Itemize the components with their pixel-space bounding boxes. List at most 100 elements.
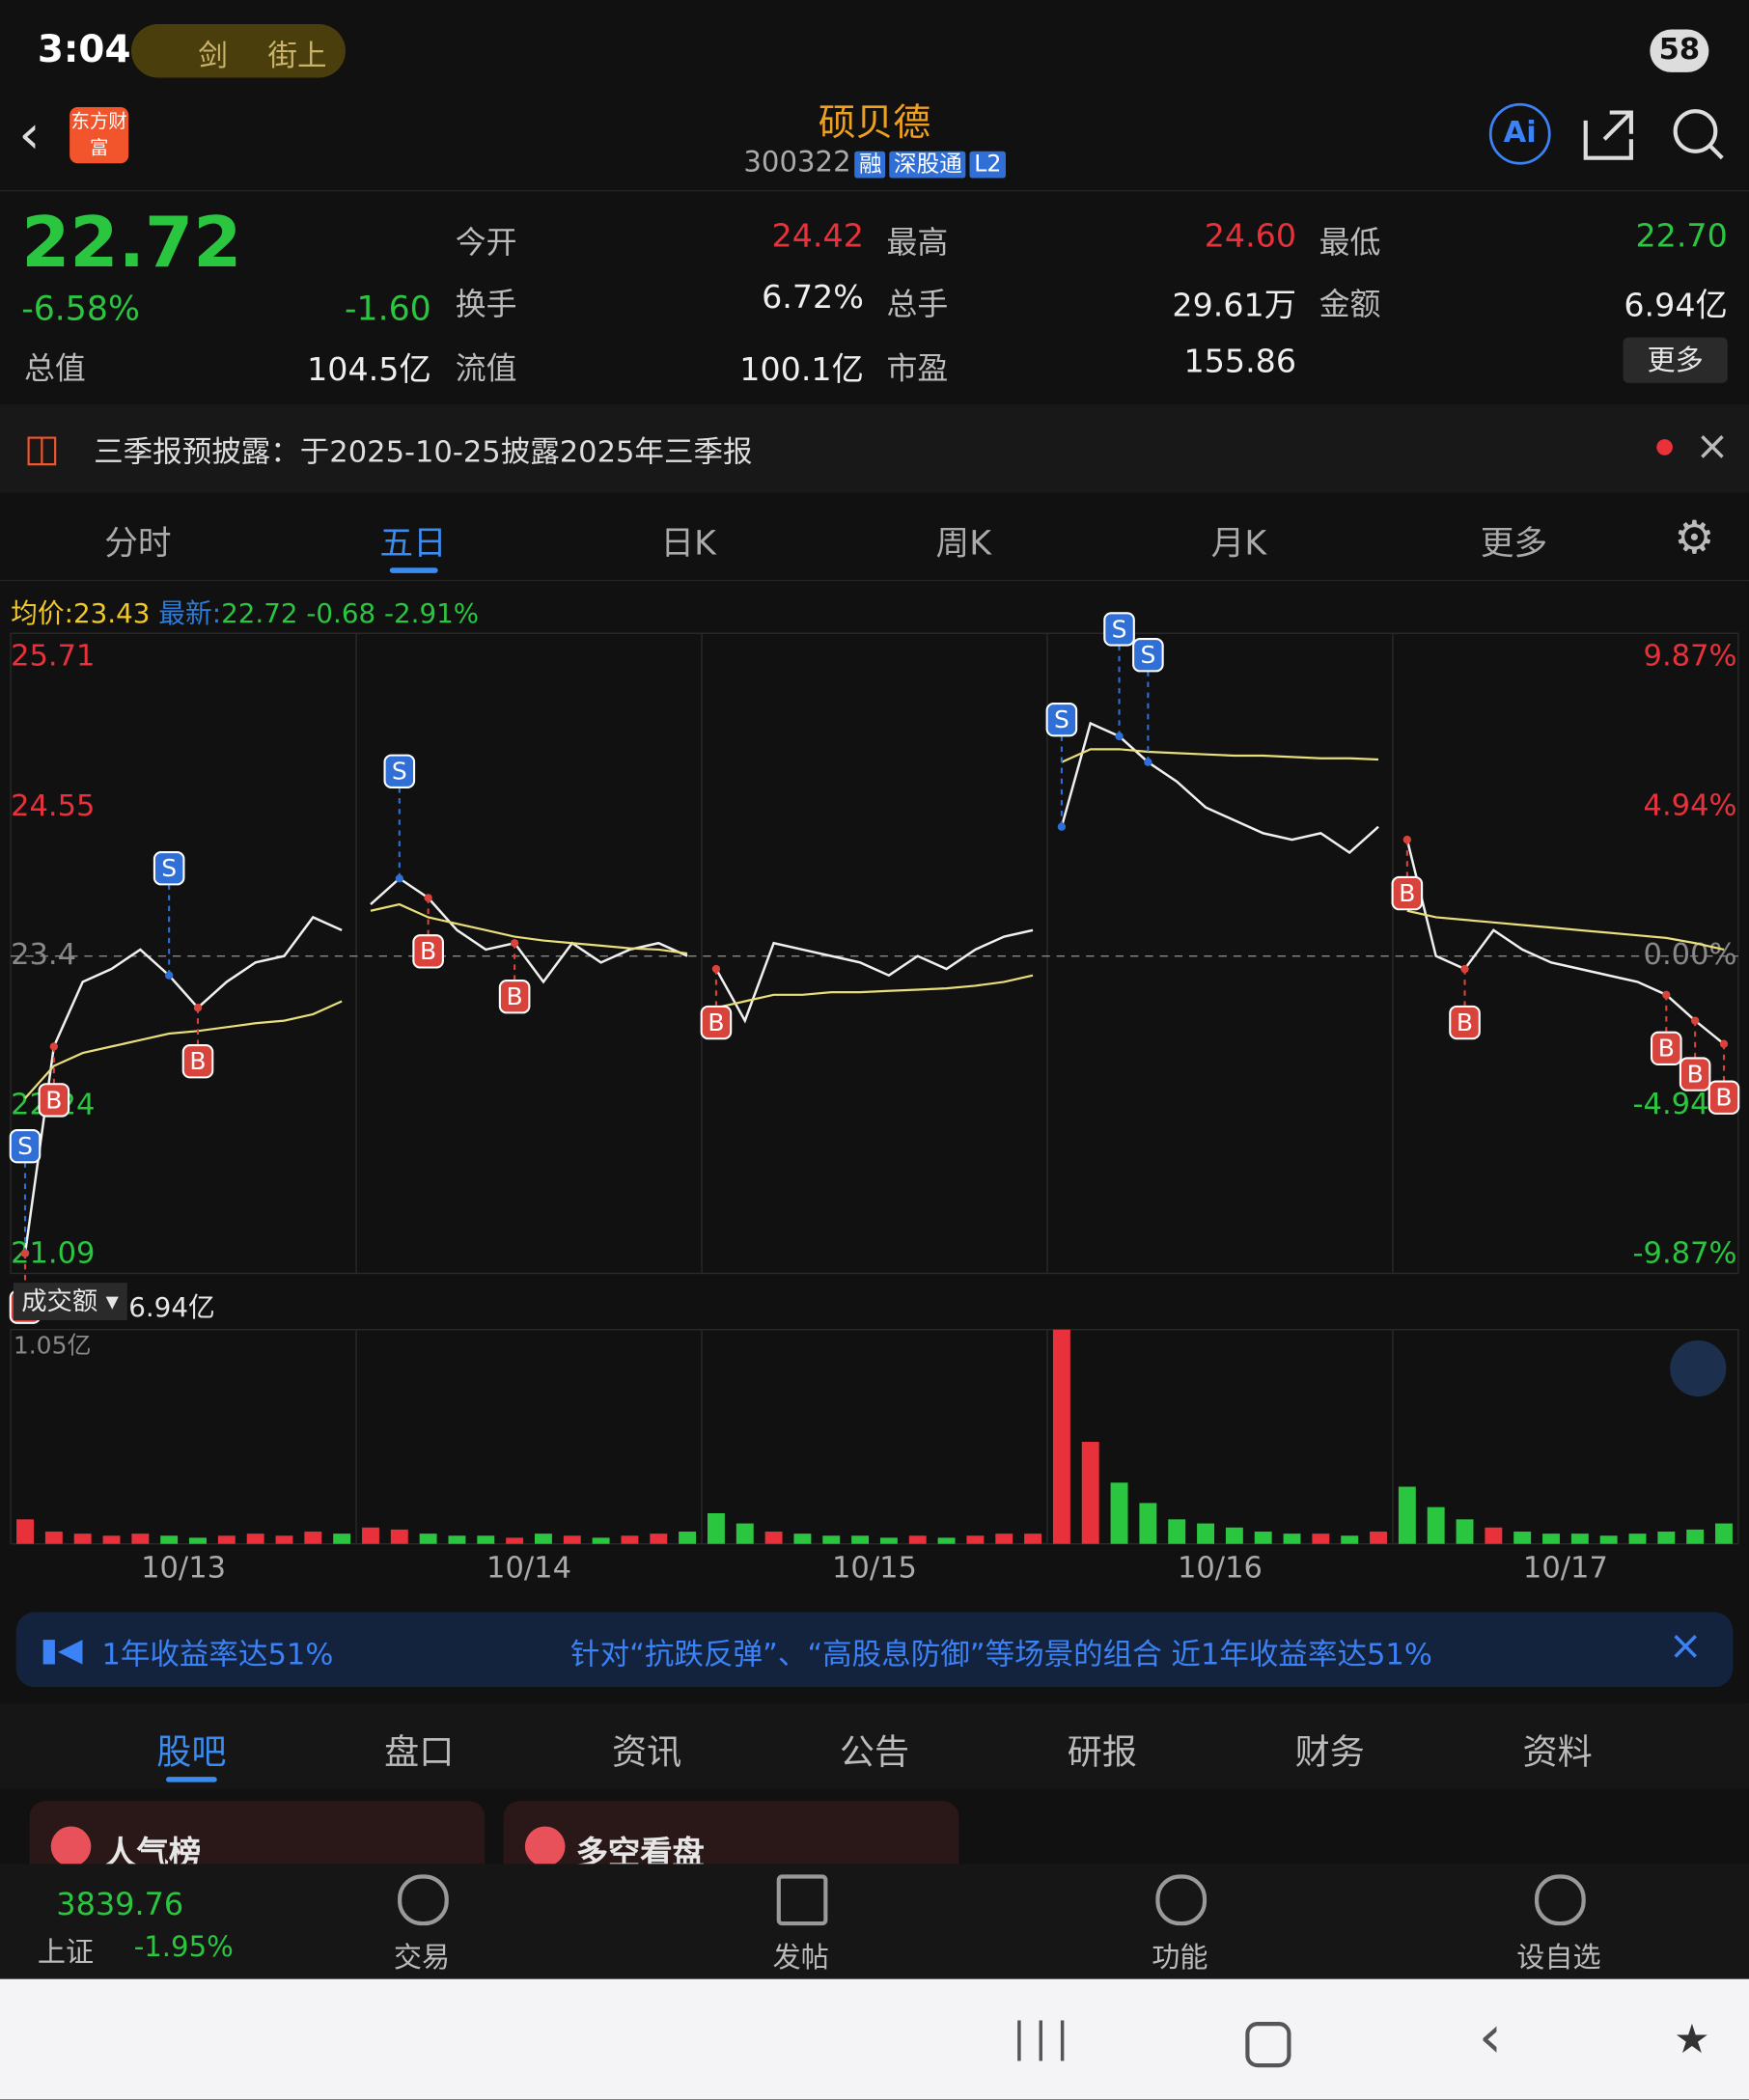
volume-bar [275,1535,293,1544]
header-icons [1583,109,1724,160]
banner[interactable] [15,1612,1734,1688]
settings-icon[interactable]: ⚙ [1674,511,1715,566]
banner-close[interactable]: × [1668,1622,1703,1671]
share-icon[interactable] [1583,110,1633,160]
period-tab[interactable]: 更多 [1480,523,1548,563]
more-button[interactable]: 更多 [1623,337,1728,383]
latest-label: 最新: [158,596,222,630]
volume-bar [1024,1534,1042,1544]
signal-badge [1449,1005,1481,1040]
nav-home[interactable] [1245,2022,1291,2068]
volume-bar [908,1535,927,1544]
avg-line [1406,909,1725,952]
signal-dot [1719,1039,1729,1048]
signal-badge [1391,875,1424,911]
volume-bar [477,1535,495,1544]
volume-bar [1657,1532,1676,1544]
info-tab-bar [0,1702,1749,1789]
volume-selector[interactable]: 成交额 ▾ [13,1283,127,1321]
volume-bar [1542,1534,1560,1544]
signal-badge [1045,703,1078,737]
nav-accessibility[interactable]: ★ [1674,2016,1710,2064]
volume-bar [1570,1534,1589,1544]
bottom-icon[interactable] [1535,1874,1586,1926]
search-icon[interactable] [1673,109,1718,153]
y2-tick-label: -9.87% [1633,1237,1737,1271]
period-tab[interactable]: 周K [935,523,991,563]
logo[interactable]: 东方财富 [69,106,129,164]
divider [0,579,1749,582]
volume-bar [1081,1442,1099,1544]
bottom-item[interactable]: 功能 [1152,1941,1208,1975]
signal-label: S [392,758,407,786]
field-label: 换手 [455,288,517,323]
volume-bar [1225,1527,1243,1544]
volume-bar [563,1535,581,1544]
expand-button[interactable] [1670,1340,1727,1397]
volume-bar [793,1534,812,1544]
info-tab[interactable]: 资料 [1522,1732,1593,1773]
x-tick-label: 10/13 [141,1552,226,1586]
y2-tick-label: 9.87% [1644,640,1737,674]
volume-bar [937,1537,956,1544]
period-tab[interactable]: 分时 [104,523,172,563]
volume-bar [1599,1535,1618,1544]
search-icon-handle [1708,144,1724,160]
nav-bar [0,1978,1749,2100]
price-frame [10,632,1739,1275]
change-pct: -6.58% [21,289,140,328]
notice-text: 三季报预披露：于2025-10-25披露2025年三季报 [94,436,753,470]
nav-back[interactable]: ‹ [1478,2003,1503,2072]
summary: 均价:23.43 最新:22.72 -0.68 -2.91% [11,592,479,630]
signal-label: B [189,1047,206,1075]
bottom-icon[interactable] [398,1874,449,1926]
bottom-item[interactable]: 交易 [393,1941,451,1975]
info-tab[interactable]: 盘口 [384,1732,455,1773]
volume-bar [1197,1523,1214,1544]
volume-bar [333,1534,351,1544]
signal-badge [1103,612,1135,647]
volume-bar [217,1535,236,1544]
back-button[interactable]: ‹ [18,104,41,167]
field-value: 155.86 [1183,343,1297,381]
signal-badge [181,1044,214,1079]
volume-bar [621,1535,639,1544]
avg-value: 23.43 [72,596,151,630]
tag: 融 [854,151,886,179]
info-tab[interactable]: 资讯 [612,1732,682,1773]
info-tab[interactable]: 股吧 [156,1732,227,1773]
info-tab[interactable]: 财务 [1294,1732,1365,1773]
period-tab[interactable]: 日K [660,523,716,563]
volume-bar [1341,1535,1359,1544]
signal-dot [711,964,721,974]
signal-dot [1402,835,1412,844]
tag: L2 [970,151,1006,179]
volume-bar [1628,1534,1647,1544]
bottom-item[interactable]: 发帖 [772,1941,829,1975]
latest-change: -0.68 [306,596,376,630]
x-tick-label: 10/14 [486,1552,571,1586]
ai-button[interactable]: Ai [1488,102,1551,165]
volume-bar [1139,1503,1157,1544]
bottom-item[interactable]: 设自选 [1516,1941,1601,1975]
volume-bar [1370,1532,1387,1544]
close-button[interactable]: × [1695,423,1730,470]
x-tick-label: 10/17 [1523,1552,1608,1586]
info-tab[interactable]: 研报 [1067,1732,1137,1773]
field-label: 流值 [455,351,517,387]
volume-bar [160,1535,179,1544]
volume-bar [102,1535,121,1544]
volume-bar [764,1532,783,1544]
card-icon [524,1826,566,1867]
app-label: 街上 [267,40,327,74]
period-tab[interactable]: 月K [1210,523,1267,563]
index-name: 上证 [37,1936,95,1969]
battery: 58 [1650,29,1709,72]
info-tab[interactable]: 公告 [839,1732,910,1773]
period-tab[interactable]: 五日 [379,523,447,563]
banner-icon: ▮◀ [40,1630,83,1669]
bottom-icon[interactable] [1155,1874,1208,1926]
bottom-icon[interactable] [776,1874,828,1926]
volume-bar [1715,1523,1733,1544]
nav-recent[interactable]: ||| [1012,2015,1077,2062]
